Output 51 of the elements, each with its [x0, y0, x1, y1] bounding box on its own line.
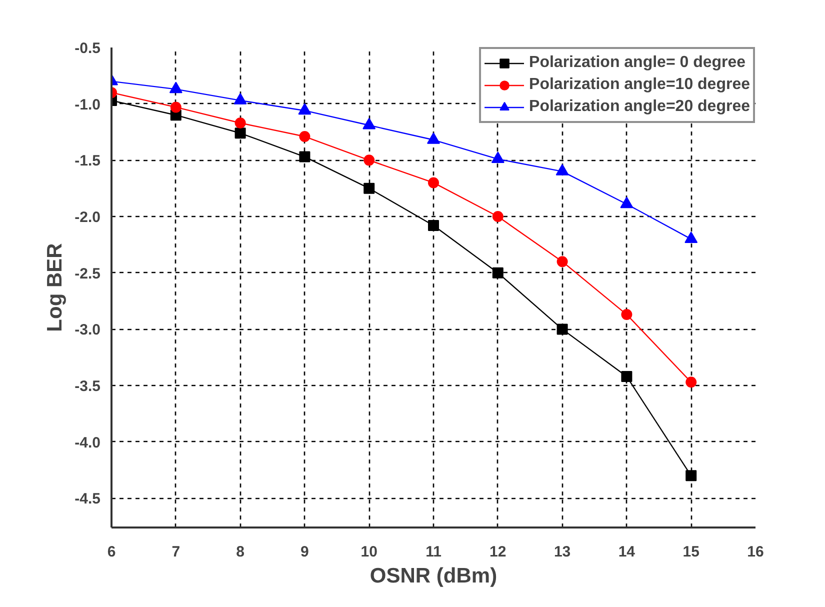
- legend-label: Polarization angle= 0 degree: [529, 53, 746, 73]
- x-tick-label: 14: [618, 544, 636, 560]
- legend-label: Polarization angle=20 degree: [529, 97, 750, 117]
- legend-label: Polarization angle=10 degree: [529, 75, 750, 95]
- x-tick-label: 10: [360, 544, 378, 560]
- y-tick-label: -2.0: [74, 209, 101, 226]
- y-tick-label: -4.5: [74, 490, 101, 508]
- x-tick-label: 13: [554, 544, 571, 560]
- point: [492, 267, 504, 278]
- y-tick-label: -2.5: [74, 265, 101, 282]
- y-axis-title: Log BER: [44, 243, 67, 332]
- point: [492, 211, 504, 222]
- y-tick-label: -4.0: [74, 434, 101, 452]
- point: [169, 82, 182, 94]
- point: [364, 182, 375, 194]
- point: [428, 220, 439, 232]
- x-tick-label: 15: [682, 544, 700, 560]
- y-tick-label: -3.0: [74, 322, 101, 339]
- y-tick-label: -3.5: [74, 378, 101, 396]
- point: [686, 376, 697, 388]
- point: [556, 324, 568, 335]
- point: [234, 93, 247, 104]
- x-tick-label: 12: [490, 544, 506, 560]
- point: [234, 128, 246, 139]
- x-axis-title: OSNR (dBm): [370, 564, 498, 588]
- point: [299, 131, 310, 142]
- point: [299, 151, 310, 162]
- point: [621, 371, 632, 382]
- point: [427, 132, 440, 144]
- point: [234, 118, 246, 128]
- point: [621, 309, 632, 320]
- point: [556, 164, 569, 176]
- x-tick-label: 6: [107, 544, 116, 560]
- point: [362, 118, 376, 130]
- y-tick-label: -0.5: [74, 40, 101, 57]
- point: [620, 196, 634, 208]
- point: [428, 177, 439, 188]
- y-tick-label: -1.0: [74, 96, 101, 114]
- point: [298, 103, 312, 115]
- y-tick-label: -1.5: [74, 152, 101, 170]
- point: [364, 154, 375, 166]
- point: [170, 102, 182, 113]
- x-tick-label: 11: [426, 544, 442, 560]
- x-tick-label: 16: [747, 544, 764, 560]
- point: [684, 232, 698, 244]
- point: [686, 470, 697, 482]
- x-tick-label: 9: [300, 544, 309, 560]
- point: [556, 256, 568, 268]
- x-tick-label: 7: [172, 544, 180, 560]
- point: [491, 152, 504, 164]
- x-tick-label: 8: [236, 544, 244, 560]
